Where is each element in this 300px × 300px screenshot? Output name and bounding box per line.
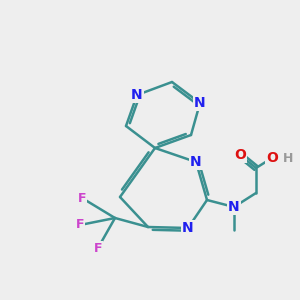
Text: N: N	[131, 88, 143, 102]
Text: H: H	[283, 152, 293, 164]
Text: N: N	[190, 155, 202, 169]
Text: F: F	[94, 242, 102, 254]
Text: F: F	[76, 218, 84, 232]
Text: N: N	[182, 221, 194, 235]
Text: N: N	[194, 96, 206, 110]
Text: F: F	[78, 191, 86, 205]
Text: O: O	[266, 151, 278, 165]
Text: O: O	[234, 148, 246, 162]
Text: N: N	[228, 200, 240, 214]
